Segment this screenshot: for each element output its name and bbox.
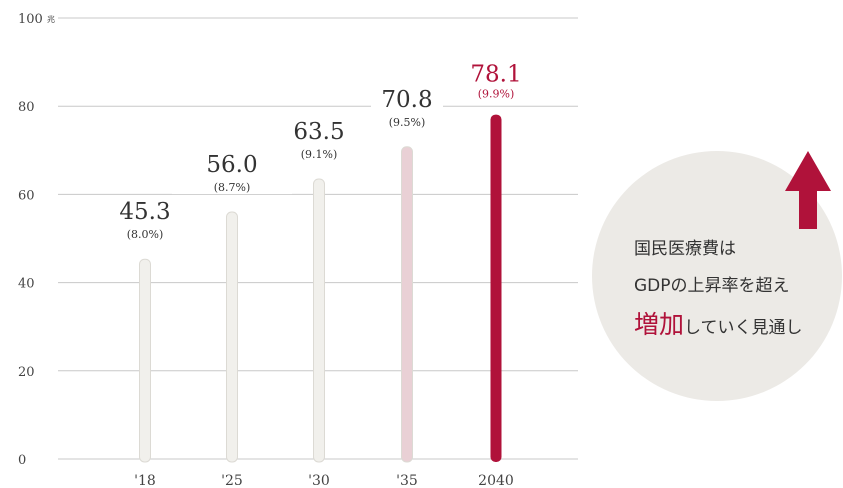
value-label: 78.1 <box>470 62 521 88</box>
bar <box>139 258 151 463</box>
y-tick-label: 60 <box>18 188 35 203</box>
pct-label-bg <box>436 86 556 101</box>
pct-label-bg <box>85 227 205 242</box>
y-tick-label: 80 <box>18 100 35 115</box>
gdp-share-label: (9.5%) <box>389 116 426 129</box>
x-tick-label: '25 <box>221 473 243 488</box>
summary-line-3-rest: していく見通し <box>684 318 803 338</box>
value-label: 56.0 <box>206 152 257 178</box>
value-label: 45.3 <box>119 199 170 225</box>
summary-line-2: GDPの上昇率を超え <box>634 276 790 296</box>
x-tick-label: '30 <box>308 473 330 488</box>
y-tick-label: 100 <box>18 12 43 27</box>
gdp-share-label: (8.7%) <box>214 181 251 194</box>
y-tick-label: 0 <box>18 453 26 468</box>
pct-label-bg <box>347 114 467 129</box>
pct-label-bg <box>259 146 379 161</box>
gdp-share-label: (8.0%) <box>127 228 164 241</box>
value-label: 70.8 <box>381 87 432 113</box>
x-tick-label: 2040 <box>478 473 514 488</box>
y-tick-label: 40 <box>18 277 35 292</box>
gdp-share-label: (9.9%) <box>478 88 515 101</box>
pct-label-bg <box>172 180 292 195</box>
value-label-bg <box>283 118 355 143</box>
summary-emphasis: 増加 <box>634 310 685 339</box>
bar <box>313 178 325 463</box>
bar <box>490 114 502 462</box>
gdp-share-label: (9.1%) <box>301 148 338 161</box>
y-tick-label: 20 <box>18 365 35 380</box>
value-label-bg <box>460 61 532 86</box>
bar <box>226 211 238 463</box>
y-unit-label: 兆 <box>47 14 55 24</box>
value-label-bg <box>109 199 181 224</box>
up-arrow-icon <box>785 151 831 229</box>
x-tick-label: '18 <box>134 473 156 488</box>
summary-line-1: 国民医療費は <box>634 239 736 259</box>
value-label: 63.5 <box>293 119 344 145</box>
value-label-bg <box>371 86 443 111</box>
summary-line-3: 増加していく見通し <box>634 305 803 341</box>
value-label-bg <box>196 152 268 177</box>
bar <box>401 146 413 463</box>
x-tick-label: '35 <box>396 473 418 488</box>
